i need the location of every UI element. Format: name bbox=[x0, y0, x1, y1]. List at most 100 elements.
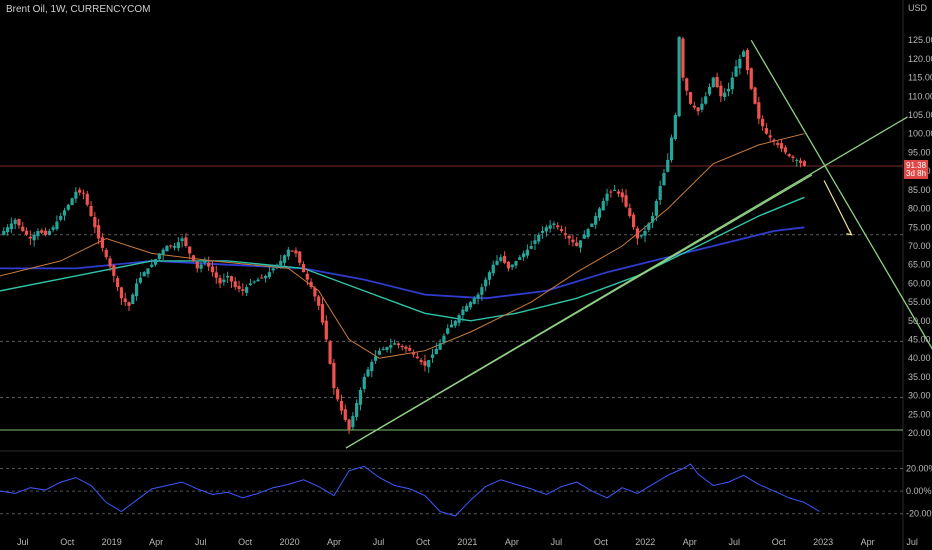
time-tick-label: Jul bbox=[195, 537, 207, 547]
candle-body bbox=[267, 272, 271, 278]
candle-body bbox=[381, 348, 385, 350]
time-tick-label: Oct bbox=[416, 537, 431, 547]
candle-body bbox=[188, 246, 192, 254]
candle-body bbox=[229, 276, 234, 282]
candle-body bbox=[575, 242, 579, 246]
candle-body bbox=[529, 245, 533, 249]
price-tick-label: 30.00 bbox=[908, 391, 931, 401]
candle-body bbox=[70, 198, 74, 206]
candle-body bbox=[81, 192, 86, 194]
candle-body bbox=[305, 273, 309, 280]
price-tick-label: 70.00 bbox=[908, 241, 931, 251]
candle-body bbox=[487, 272, 492, 280]
candle-body bbox=[613, 189, 617, 191]
oscillator-line bbox=[0, 463, 820, 517]
candle-body bbox=[275, 264, 279, 267]
time-tick-label: Apr bbox=[327, 537, 341, 547]
candle-body bbox=[711, 77, 715, 88]
candle-body bbox=[537, 234, 541, 242]
candle-body bbox=[742, 51, 746, 57]
candle-body bbox=[131, 294, 135, 305]
candle-body bbox=[457, 315, 461, 323]
candle-body bbox=[468, 302, 473, 308]
candle-body bbox=[123, 298, 127, 303]
candle-body bbox=[24, 230, 29, 235]
candle-body bbox=[772, 139, 776, 142]
candle-body bbox=[514, 260, 518, 266]
price-tick-label: 20.00 bbox=[908, 428, 931, 438]
candle-body bbox=[404, 346, 408, 349]
candle-body bbox=[563, 233, 567, 235]
candle-body bbox=[791, 156, 795, 159]
last-price-tag bbox=[904, 159, 928, 179]
candle-body bbox=[21, 226, 25, 231]
osc-tick-label: 20.00% bbox=[906, 464, 932, 474]
candle-body bbox=[218, 278, 222, 284]
candle-body bbox=[9, 223, 13, 230]
candle-body bbox=[658, 186, 662, 200]
time-tick-label: Jul bbox=[906, 537, 918, 547]
candle-body bbox=[51, 227, 55, 230]
candle-body bbox=[85, 193, 89, 205]
candle-body bbox=[688, 92, 693, 104]
candle-body bbox=[768, 135, 772, 138]
candle-body bbox=[347, 419, 351, 430]
candle-body bbox=[43, 230, 48, 235]
candle-body bbox=[290, 250, 294, 252]
candle-body bbox=[590, 223, 594, 227]
candle-body bbox=[764, 128, 769, 134]
price-tick-label: 50.00 bbox=[908, 316, 931, 326]
candle-body bbox=[116, 278, 120, 288]
candle-body bbox=[222, 279, 226, 283]
candle-body bbox=[730, 77, 734, 90]
candle-body bbox=[430, 354, 435, 358]
candle-body bbox=[719, 85, 723, 97]
candle-body bbox=[491, 264, 495, 274]
price-tick-label: 65.00 bbox=[908, 260, 931, 270]
candle-body bbox=[616, 191, 621, 194]
candle-body bbox=[195, 261, 199, 269]
candle-body bbox=[165, 245, 169, 252]
time-tick-label: Oct bbox=[772, 537, 787, 547]
candle-body bbox=[783, 147, 787, 153]
time-tick-label: Apr bbox=[149, 537, 163, 547]
candle-body bbox=[237, 285, 241, 289]
candle-body bbox=[643, 231, 647, 236]
time-tick-label: Jul bbox=[728, 537, 740, 547]
candle-body bbox=[461, 309, 465, 316]
candle-body bbox=[339, 400, 344, 411]
axes[interactable]: 125.00 120.00 115.00 110.00 105.00 100.00 95.0… bbox=[17, 3, 932, 547]
oscillator-pane: 20.00% 0.00% -20.00% bbox=[0, 463, 932, 519]
candle-body bbox=[248, 283, 253, 285]
price-tick-label: 110.00 bbox=[908, 91, 932, 101]
candle-body bbox=[74, 191, 78, 199]
candle-body bbox=[271, 268, 275, 271]
candle-body bbox=[726, 88, 731, 92]
candle-body bbox=[78, 189, 82, 193]
price-tick-label: 125.00 bbox=[908, 35, 932, 45]
candle-body bbox=[150, 264, 154, 267]
currency-label: USD bbox=[908, 3, 928, 13]
candle-body bbox=[392, 343, 397, 345]
candle-body bbox=[484, 279, 488, 287]
candle-body bbox=[172, 245, 177, 248]
candle-body bbox=[355, 403, 359, 417]
price-tick-label: 100.00 bbox=[908, 129, 932, 139]
time-tick-label: 2019 bbox=[102, 537, 122, 547]
candle-body bbox=[47, 231, 51, 235]
candle-body bbox=[707, 86, 712, 95]
candle-body bbox=[605, 193, 609, 201]
candle-body bbox=[510, 264, 514, 268]
candle-body bbox=[161, 249, 165, 255]
candle-body bbox=[362, 376, 366, 389]
candle-body bbox=[93, 217, 97, 228]
trendline bbox=[750, 39, 932, 350]
candle-body bbox=[214, 272, 218, 278]
time-tick-label: Apr bbox=[505, 537, 519, 547]
candle-body bbox=[252, 281, 256, 283]
candle-body bbox=[525, 249, 529, 256]
candle-body bbox=[385, 346, 389, 351]
candle-body bbox=[594, 216, 598, 225]
candle-body bbox=[169, 245, 173, 247]
